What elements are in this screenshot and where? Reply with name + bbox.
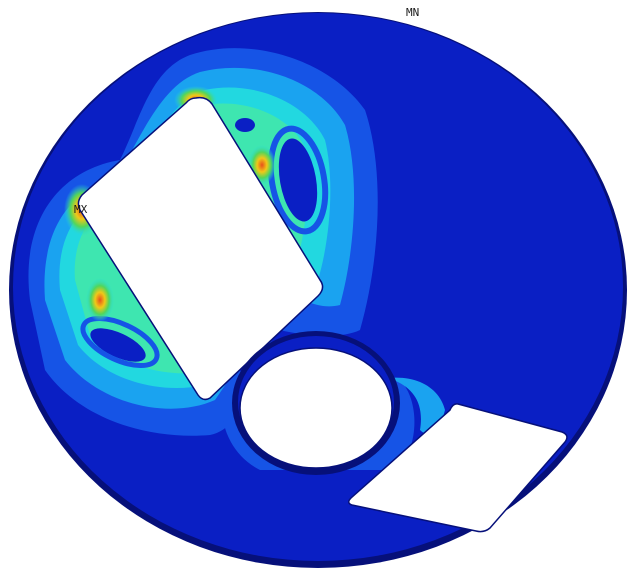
window-cutout-upper-left xyxy=(77,96,324,401)
low-stress-pocket-top xyxy=(235,118,255,132)
central-hole xyxy=(232,331,400,475)
min-stress-label: MN xyxy=(406,6,419,19)
stress-band-hole-right xyxy=(388,377,445,434)
low-stress-pocket-left xyxy=(90,328,146,362)
low-stress-ring-left xyxy=(80,316,160,368)
max-stress-label: MX xyxy=(74,203,88,216)
low-stress-pocket-right xyxy=(278,138,318,222)
low-stress-ring-right xyxy=(267,125,329,235)
hot-spot-lower xyxy=(86,278,114,322)
window-cutout-lower-right xyxy=(348,403,568,533)
